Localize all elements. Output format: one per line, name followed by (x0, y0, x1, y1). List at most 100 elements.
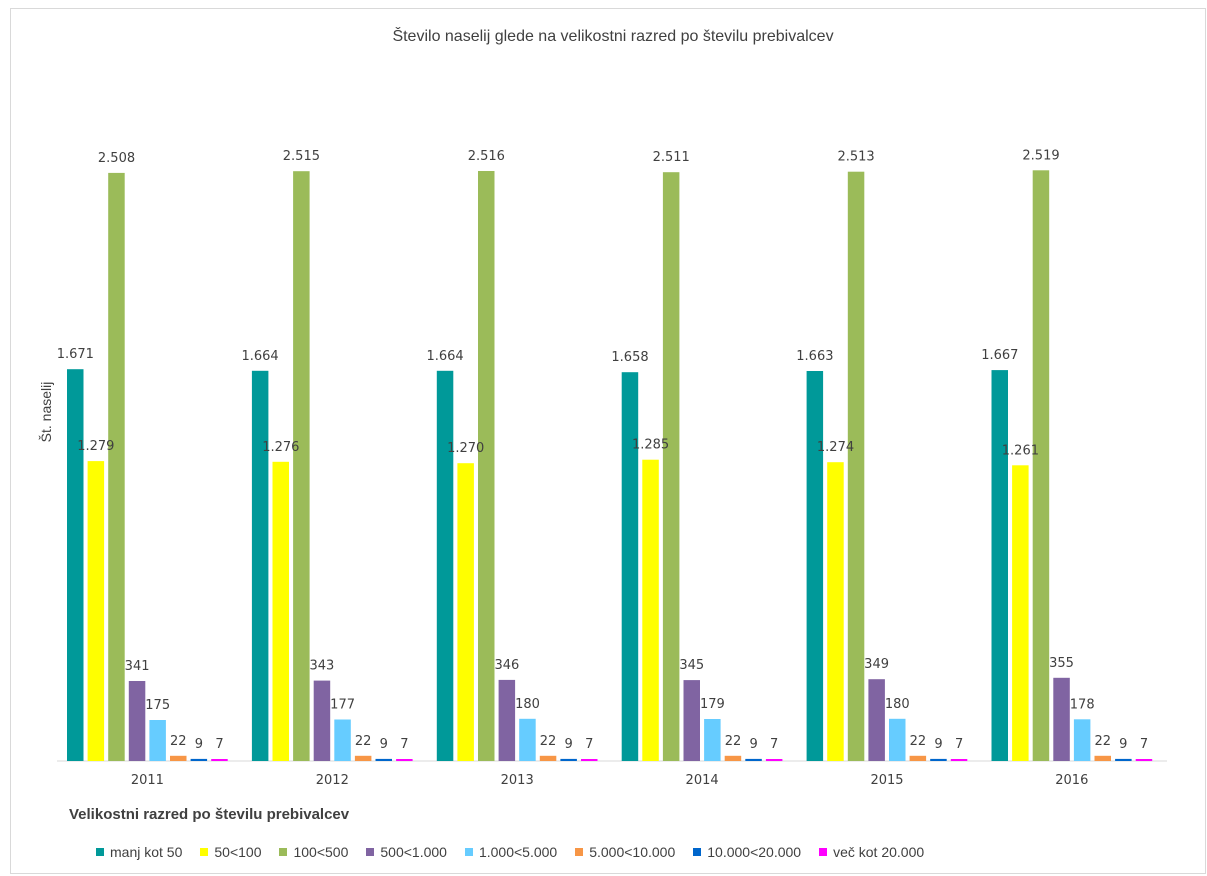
bar-2015-2 (847, 171, 865, 761)
x-tick-labels-group: 2011 2012 2013 2014 2015 2016 (131, 773, 1088, 788)
data-label-2013-3: 346 (494, 658, 519, 673)
data-label-2014-7: 7 (770, 737, 778, 752)
legend-item-7: več kot 20.000 (819, 844, 924, 860)
data-label-2015-6: 9 (934, 737, 942, 752)
data-label-2016-1: 1.261 (1002, 443, 1039, 458)
data-label-2014-5: 22 (725, 734, 742, 749)
legend-swatch (200, 848, 209, 856)
bar-2015-6 (930, 758, 947, 761)
data-label-2014-2: 2.511 (653, 150, 690, 165)
bar-2012-1 (272, 461, 289, 761)
data-label-2012-2: 2.515 (283, 149, 320, 164)
data-label-2013-0: 1.664 (426, 349, 463, 364)
legend-item-2: 100<500 (279, 844, 348, 860)
data-label-2012-4: 177 (330, 698, 355, 713)
data-label-2011-2: 2.508 (98, 151, 135, 166)
data-label-2015-0: 1.663 (796, 349, 833, 364)
data-label-2014-0: 1.658 (611, 350, 648, 365)
legend-swatch (819, 848, 828, 856)
data-label-2015-3: 349 (864, 657, 889, 672)
data-label-2015-1: 1.274 (817, 440, 854, 455)
legend-label: 1.000<5.000 (478, 844, 558, 860)
bar-2012-7 (396, 759, 413, 761)
data-label-2016-4: 178 (1070, 697, 1095, 712)
legend-swatch (575, 848, 584, 856)
bar-2013-1 (457, 463, 474, 761)
bar-2013-5 (539, 755, 557, 761)
bar-2011-1 (87, 461, 105, 761)
bar-2013-7 (581, 759, 598, 761)
bar-2014-5 (724, 755, 742, 761)
bar-2011-2 (108, 172, 125, 761)
legend-label: več kot 20.000 (833, 844, 925, 860)
data-label-2013-4: 180 (515, 697, 540, 712)
x-tick-2012: 2012 (316, 773, 349, 788)
bar-2012-3 (313, 680, 331, 761)
legend-swatch (693, 848, 702, 856)
data-label-2011-3: 341 (125, 659, 150, 674)
data-label-2012-6: 9 (380, 737, 388, 752)
bar-2016-0 (991, 370, 1008, 761)
legend-item-6: 10.000<20.000 (693, 844, 801, 860)
data-label-2014-4: 179 (700, 697, 725, 712)
data-label-2011-1: 1.279 (77, 439, 114, 454)
chart-title: Število naselij glede na velikostni razr… (392, 26, 833, 45)
bar-2014-3 (683, 680, 700, 761)
legend-label: 5.000<10.000 (589, 844, 676, 860)
bar-2013-6 (560, 758, 577, 761)
bar-2015-1 (827, 462, 844, 761)
legend-item-3: 500<1.000 (366, 844, 447, 860)
bar-2011-5 (170, 755, 187, 761)
data-label-2011-5: 22 (170, 734, 187, 749)
bar-2015-5 (909, 755, 927, 761)
data-label-2011-0: 1.671 (57, 347, 94, 362)
data-label-2016-0: 1.667 (981, 348, 1018, 363)
data-label-2013-7: 7 (585, 737, 593, 752)
bar-2013-4 (519, 718, 536, 761)
data-label-2015-4: 180 (885, 697, 910, 712)
data-label-2016-6: 9 (1119, 737, 1127, 752)
legend-item-0: manj kot 50 (96, 844, 182, 860)
bar-2014-0 (621, 372, 639, 761)
data-label-2014-3: 345 (679, 658, 704, 673)
bar-2014-4 (704, 719, 721, 761)
bar-2011-3 (128, 681, 146, 761)
data-label-2016-2: 2.519 (1022, 148, 1059, 163)
legend-label: 10.000<20.000 (707, 844, 802, 860)
bar-2012-2 (293, 171, 310, 761)
x-tick-2016: 2016 (1055, 773, 1088, 788)
bar-2013-2 (478, 171, 495, 761)
bar-2011-6 (190, 758, 208, 761)
data-label-2012-1: 1.276 (262, 440, 299, 455)
x-tick-2015: 2015 (870, 773, 903, 788)
bar-2016-4 (1073, 719, 1091, 761)
legend-label: 500<1.000 (380, 844, 447, 860)
data-label-2013-6: 9 (564, 737, 572, 752)
data-label-2016-3: 355 (1049, 656, 1074, 671)
bars-group (67, 170, 1153, 762)
bar-2012-4 (334, 719, 351, 761)
bar-2014-7 (765, 759, 783, 761)
bar-2015-4 (889, 718, 906, 761)
x-tick-2014: 2014 (686, 773, 719, 788)
bar-2014-2 (662, 172, 680, 761)
data-label-2015-7: 7 (955, 737, 963, 752)
legend-item-5: 5.000<10.000 (575, 844, 675, 860)
bar-2013-3 (498, 679, 516, 761)
bar-2016-5 (1094, 755, 1111, 761)
legend-swatch (464, 848, 473, 856)
legend-label: 100<500 (293, 844, 349, 860)
data-label-2015-5: 22 (910, 734, 927, 749)
legend: manj kot 50 50<100 100<500 500<1.000 1.000<5… (96, 844, 924, 860)
bar-2012-6 (375, 758, 392, 761)
bar-2011-0 (67, 369, 84, 761)
bar-2016-3 (1053, 677, 1070, 761)
bar-2016-7 (1135, 759, 1153, 761)
data-label-2011-7: 7 (215, 737, 223, 752)
data-label-2013-5: 22 (540, 734, 557, 749)
data-label-2013-2: 2.516 (468, 149, 505, 164)
data-label-2015-2: 2.513 (837, 150, 874, 165)
legend-title: Velikostni razred po številu prebivalcev (69, 806, 350, 823)
